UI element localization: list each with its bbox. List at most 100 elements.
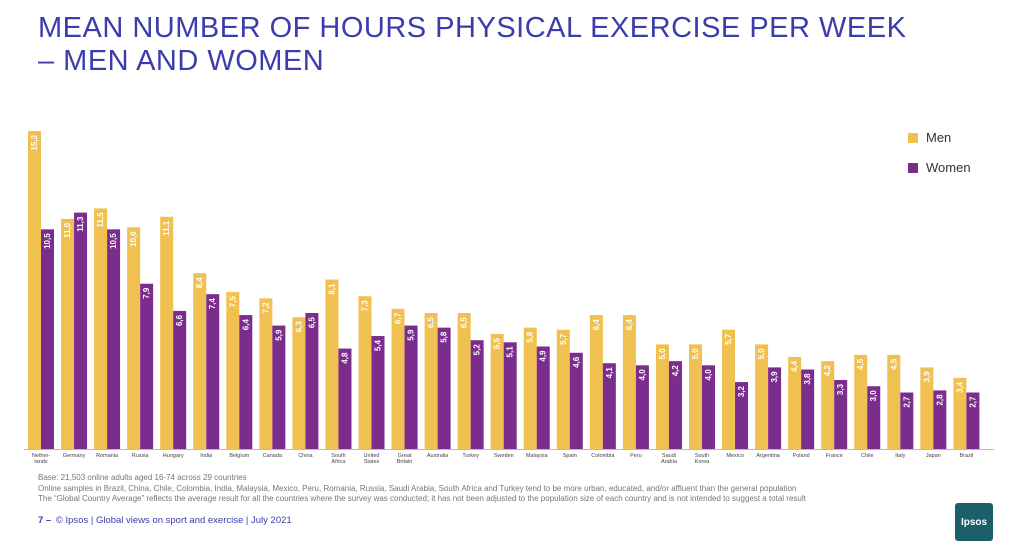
x-tick-label: Peru [630,453,642,459]
bar-men [622,315,636,449]
x-tick-label: Nether-lands [32,453,51,465]
bar-men [226,292,240,449]
data-label-men: 6,7 [394,312,403,324]
x-tick-label: Great Britain [397,453,413,465]
chart-title: MEAN NUMBER OF HOURS PHYSICAL EXERCISE P… [38,12,998,78]
bar-men [854,354,868,449]
bar-women [41,229,54,449]
data-label-women: 5,9 [274,329,283,341]
data-label-men: 4,5 [889,358,898,370]
x-tick-label: Romania [96,453,119,459]
data-label-women: 4,2 [671,365,680,377]
bar-men [259,298,273,449]
x-tick-label: Sweden [494,453,514,459]
data-label-men: 8,1 [327,283,336,295]
x-tick-label: Russia [132,453,150,459]
x-tick-label: India [200,453,213,459]
bar-men [94,208,108,449]
bar-women [834,379,848,449]
data-label-men: 5,5 [493,337,502,349]
x-tick-label: Hungary [163,453,184,459]
data-label-men: 6,5 [460,316,469,328]
page-footer: 7 – © Ipsos | Global views on sport and … [38,515,292,526]
data-label-women: 5,9 [407,329,416,341]
bar-men [160,216,174,449]
x-tick-label: Italy [895,453,905,459]
bar-women [272,325,286,449]
data-label-men: 4,2 [823,365,832,377]
bar-men [523,327,537,449]
data-label-men: 6,4 [625,319,634,331]
bar-men [821,361,835,449]
x-tick-label: Saudi Arabia [661,453,678,465]
data-label-men: 5,0 [658,348,667,360]
data-label-men: 7,2 [261,302,270,314]
bar-women [239,315,253,449]
data-label-women: 4,1 [605,367,614,379]
bar-men [193,273,207,449]
data-label-women: 3,3 [836,383,845,395]
data-label-women: 4,0 [704,369,713,381]
data-label-men: 7,3 [361,300,370,312]
bar-women [801,369,815,449]
legend-label-men: Men [926,130,952,145]
page-number: 7 – [38,515,52,526]
data-label-women: 6,5 [307,316,316,328]
bar-men [391,308,405,449]
data-label-women: 6,6 [175,314,184,326]
x-tick-label: China [298,453,313,459]
bar-men [755,344,769,449]
data-label-women: 10,5 [109,233,118,249]
x-tick-label: Belgium [229,453,249,459]
x-tick-label: South Korea [695,453,711,465]
data-label-women: 10,5 [43,233,52,249]
bar-men [28,131,41,449]
x-tick-label: Chile [861,453,874,459]
bar-women [206,294,220,449]
bar-women [437,327,451,449]
bar-women [900,392,914,449]
data-label-women: 3,2 [737,386,746,398]
x-tick-label: Australia [427,453,449,459]
data-label-men: 8,4 [195,277,204,289]
data-label-women: 5,2 [473,344,482,356]
x-tick-label: Japan [926,453,941,459]
bar-women [503,342,517,449]
data-label-women: 3,9 [770,371,779,383]
legend-swatch-men [908,133,918,143]
footer-text: © Ipsos | Global views on sport and exer… [55,515,292,526]
data-label-men: 7,5 [228,296,237,308]
footnotes: Base: 21,503 online adults aged 16-74 ac… [38,473,998,505]
data-label-men: 6,5 [427,316,436,328]
x-tick-label: Poland [793,453,810,459]
bar-men [61,218,75,449]
bar-women [338,348,352,449]
bar-women [305,313,319,449]
data-label-women: 4,9 [539,350,548,362]
chart-title-line-2: – MEN AND WOMEN [38,45,325,77]
data-label-men: 5,7 [724,333,733,345]
footnote-average: The “Global Country Average” reflects th… [38,494,806,503]
legend-swatch-women [908,163,918,173]
bar-women [536,346,550,449]
data-label-men: 11,5 [96,212,105,228]
data-label-women: 2,7 [902,396,911,408]
bar-women [966,392,980,449]
bar-men [689,344,702,449]
data-label-men: 3,4 [955,381,964,393]
data-label-women: 7,4 [208,298,217,310]
footnote-samples: Online samples in Brazil, China, Chile, … [38,483,797,493]
bar-women [602,363,616,449]
bar-women [933,390,947,449]
bar-women [470,340,484,449]
data-label-women: 2,7 [968,396,977,408]
x-tick-label: Colombia [591,453,615,459]
data-label-men: 5,8 [526,331,535,343]
bar-men [490,333,504,449]
legend-label-women: Women [926,160,971,175]
bar-women [569,352,583,449]
x-tick-label: United States [364,453,380,465]
x-tick-label: Spain [563,453,577,459]
data-label-men: 3,9 [922,371,931,383]
